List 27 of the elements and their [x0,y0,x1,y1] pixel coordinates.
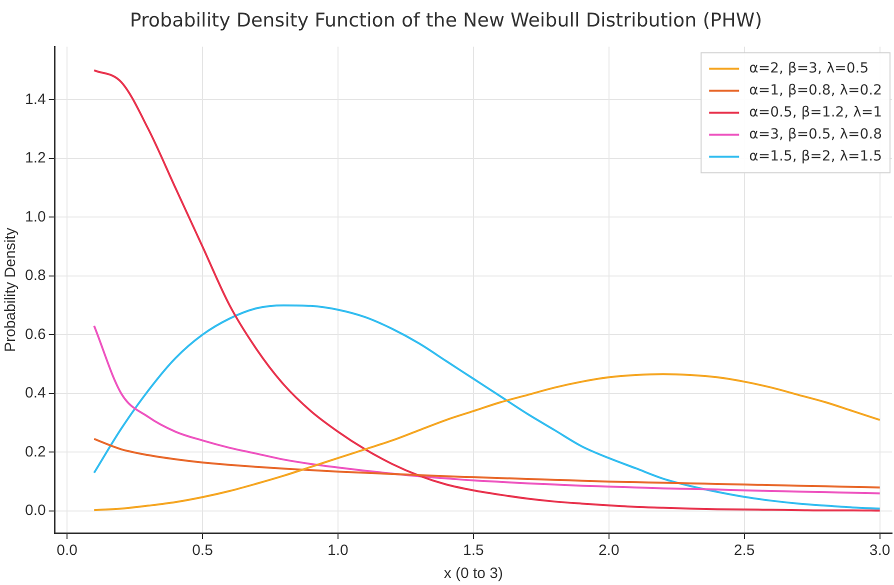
y-tick-label: 0.2 [24,443,46,460]
line-series [93,304,881,510]
y-tick-label: 0.8 [24,267,46,284]
legend-label: α=1.5, β=2, λ=1.5 [749,148,882,164]
y-tick-label: 0.4 [24,384,46,402]
line-series [93,324,881,494]
x-tick-label: 2.5 [734,542,755,560]
x-tick-label: 2.0 [598,542,620,560]
y-tick-label: 0.0 [24,502,46,520]
y-tick-label: 1.0 [24,208,46,226]
x-axis-title: x (0 to 3) [444,565,504,582]
x-tick-label: 3.0 [869,542,890,560]
x-tick-label: 0.5 [192,542,213,560]
x-tick-label: 1.5 [462,542,484,560]
chart-title: Probability Density Function of the New Weibull Distribution (PHW) [130,9,762,32]
legend-label: α=0.5, β=1.2, λ=1 [749,104,882,120]
y-tick-label: 1.2 [24,150,46,167]
y-axis-title: Probability Density [2,227,20,352]
legend-label: α=2, β=3, λ=0.5 [749,60,869,76]
line-series [93,373,881,512]
legend-label: α=1, β=0.8, λ=0.2 [749,82,882,98]
y-tick-label: 1.4 [24,90,46,108]
x-tick-label: 0.0 [56,542,78,560]
x-tick-label: 1.0 [328,542,348,560]
line-series [93,438,881,488]
y-tick-label: 0.6 [24,326,46,343]
legend-label: α=3, β=0.5, λ=0.8 [749,126,882,142]
